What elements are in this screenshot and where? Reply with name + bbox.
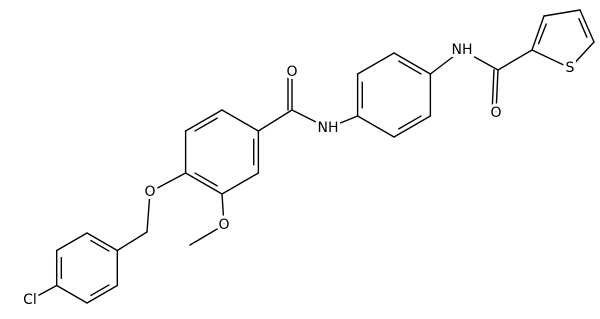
bond <box>327 115 359 129</box>
ring-bond <box>221 172 260 195</box>
bond <box>149 172 187 193</box>
bond <box>257 109 293 132</box>
double-bond <box>90 284 110 297</box>
atom-label: S <box>566 60 575 76</box>
double-bond <box>90 239 110 252</box>
atom-label: NH <box>452 42 473 58</box>
atom-label: O <box>144 184 155 200</box>
bond <box>429 49 463 75</box>
double-bond <box>398 115 422 130</box>
ring-bond <box>55 232 88 252</box>
bond <box>146 191 151 233</box>
atom-label: NH <box>318 120 339 136</box>
ring-bond <box>393 115 432 138</box>
bond <box>495 69 499 114</box>
ring-bond <box>579 9 595 43</box>
bond <box>116 231 148 252</box>
bond <box>29 284 58 301</box>
atom-label: O <box>490 105 501 121</box>
ring-bond <box>543 9 581 17</box>
ring-bond <box>55 284 88 304</box>
ring-bond <box>356 52 395 75</box>
ring-bond <box>184 109 223 132</box>
atom-labels: Cl O O O NH O NH S <box>20 39 577 311</box>
atom-label: O <box>286 64 297 80</box>
bond <box>461 49 499 71</box>
ring-bond <box>86 284 119 304</box>
bond <box>189 224 225 246</box>
ring-bond <box>393 52 432 75</box>
double-bond <box>194 172 218 187</box>
double-bond <box>578 17 588 38</box>
ring-bond <box>531 49 571 69</box>
ring-bond <box>569 41 595 69</box>
ring-bond <box>184 172 223 195</box>
atom-label: O <box>218 217 229 233</box>
atom-label: Cl <box>23 292 37 308</box>
double-bond <box>491 69 495 114</box>
bond <box>497 49 533 71</box>
bonds <box>29 9 595 304</box>
bond <box>291 109 329 129</box>
ring-bond <box>86 232 119 252</box>
double-bond <box>194 117 218 132</box>
ring-bond <box>356 115 395 138</box>
double-bond <box>398 60 422 75</box>
bond <box>221 193 225 226</box>
ring-bond <box>531 15 545 51</box>
ring-bond <box>221 109 260 132</box>
double-bond <box>537 23 547 45</box>
